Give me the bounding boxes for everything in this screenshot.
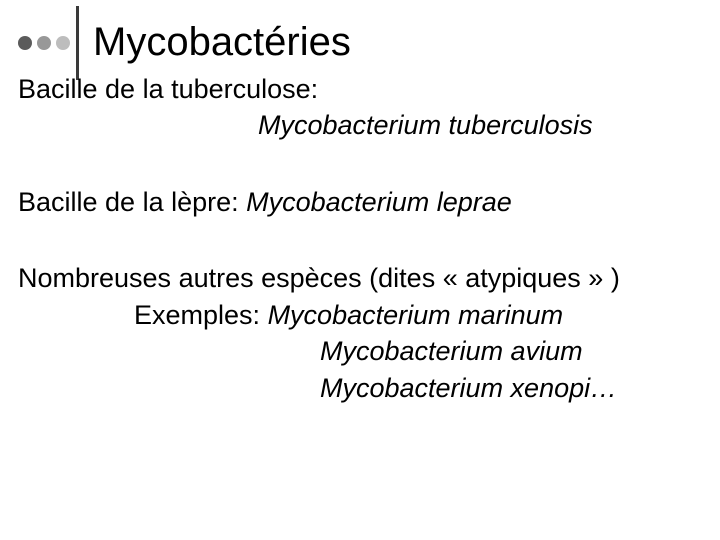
section2-species: Mycobacterium leprae — [246, 187, 512, 217]
vertical-divider — [76, 6, 79, 80]
species-item: Mycobacterium avium — [18, 333, 702, 369]
section2-row: Bacille de la lèpre: Mycobacterium lepra… — [18, 184, 702, 220]
species-item: Mycobacterium xenopi… — [18, 370, 702, 406]
species-item: Mycobacterium marinum — [268, 300, 564, 330]
decorative-dots — [18, 36, 70, 50]
section1-label: Bacille de la tuberculose: — [18, 71, 702, 107]
dot-icon — [18, 36, 32, 50]
slide-content: Bacille de la tuberculose: Mycobacterium… — [0, 71, 720, 406]
examples-row: Exemples: Mycobacterium marinum — [18, 297, 702, 333]
dot-icon — [56, 36, 70, 50]
section2-label: Bacille de la lèpre: — [18, 187, 246, 217]
slide-title: Mycobactéries — [93, 20, 351, 65]
dot-icon — [37, 36, 51, 50]
section3-intro: Nombreuses autres espèces (dites « atypi… — [18, 260, 702, 296]
section1-species: Mycobacterium tuberculosis — [18, 107, 702, 143]
slide-header: Mycobactéries — [0, 0, 720, 65]
examples-label: Exemples: — [134, 300, 268, 330]
